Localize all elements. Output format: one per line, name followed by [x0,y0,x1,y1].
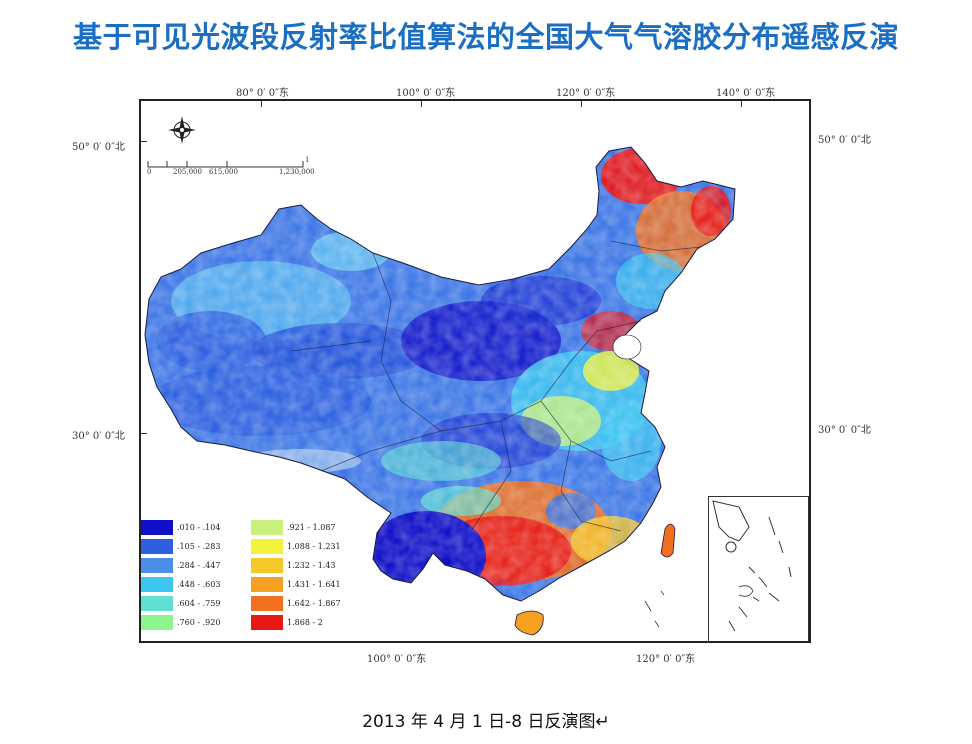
legend-swatch [251,596,283,611]
tick-left-50 [141,141,147,142]
legend-item: 1.431 - 1.641 [251,576,341,593]
legend-label: .760 - .920 [177,618,221,627]
legend-item: .448 - .603 [141,576,220,593]
tick-left-30 [141,433,147,434]
lat-label-30-left: 30° 0′ 0″北 [72,431,125,442]
lon-label-100-bottom: 100° 0′ 0″东 [367,654,427,665]
lat-label-50-left: 50° 0′ 0″北 [72,142,125,153]
legend-item: .760 - .920 [141,614,220,631]
legend-swatch [141,577,173,592]
figure-caption: 2013 年 4 月 1 日-8 日反演图↵ [362,712,610,732]
legend-swatch [251,520,283,535]
legend-swatch [251,558,283,573]
scale-unit: 1 [305,156,310,164]
legend-swatch [141,615,173,630]
legend-swatch [251,577,283,592]
scale-label-1230000: 1,230,000 [279,168,315,176]
legend-item: 1.642 - 1.867 [251,595,341,612]
legend-item: .105 - .283 [141,538,220,555]
legend-swatch [141,520,173,535]
tick-top-140 [741,101,742,107]
legend-item: 1.088 - 1.231 [251,538,341,555]
tick-top-120 [581,101,582,107]
aerosol-map: 0 205,000 615,000 1,230,000 1 .010 - .10… [139,99,811,643]
legend-swatch [251,615,283,630]
lat-label-30-right: 30° 0′ 0″北 [818,425,871,436]
legend-swatch [141,539,173,554]
lon-label-140-top: 140° 0′ 0″东 [716,88,776,99]
lat-label-50-right: 50° 0′ 0″北 [818,135,871,146]
scale-label-0: 0 [147,168,152,176]
compass-rose-icon [167,115,197,145]
legend-item: 1.232 - 1.43 [251,557,336,574]
lon-label-120-bottom: 120° 0′ 0″东 [636,654,696,665]
lon-label-80-top: 80° 0′ 0″东 [236,88,289,99]
legend-label: .010 - .104 [177,523,221,532]
lon-label-120-top: 120° 0′ 0″东 [556,88,616,99]
legend-swatch [141,596,173,611]
legend-item: 1.868 - 2 [251,614,323,631]
legend-label: .604 - .759 [177,599,221,608]
legend-label: 1.088 - 1.231 [287,542,341,551]
legend-item: .010 - .104 [141,519,220,536]
legend-label: 1.232 - 1.43 [287,561,336,570]
scale-label-615000: 615,000 [209,168,238,176]
tick-top-100 [421,101,422,107]
scale-label-205000: 205,000 [173,168,202,176]
legend-label: .105 - .283 [177,542,221,551]
legend-label: 1.642 - 1.867 [287,599,341,608]
tick-top-80 [261,101,262,107]
legend-item: .604 - .759 [141,595,220,612]
legend-label: .448 - .603 [177,580,221,589]
legend: .010 - .104 .105 - .283 .284 - .447 .448 - … [141,519,401,641]
legend-swatch [141,558,173,573]
slide-title: 基于可见光波段反射率比值算法的全国大气气溶胶分布遥感反演 [72,20,899,54]
lon-label-100-top: 100° 0′ 0″东 [396,88,456,99]
legend-label: 1.431 - 1.641 [287,580,341,589]
legend-label: .921 - 1.087 [287,523,336,532]
legend-swatch [251,539,283,554]
legend-item: .284 - .447 [141,557,220,574]
scale-bar: 0 205,000 615,000 1,230,000 1 [147,155,317,179]
legend-item: .921 - 1.087 [251,519,336,536]
south-china-sea-inset [708,496,809,641]
legend-label: .284 - .447 [177,561,221,570]
china-aerosol-raster [144,146,736,636]
legend-label: 1.868 - 2 [287,618,323,627]
